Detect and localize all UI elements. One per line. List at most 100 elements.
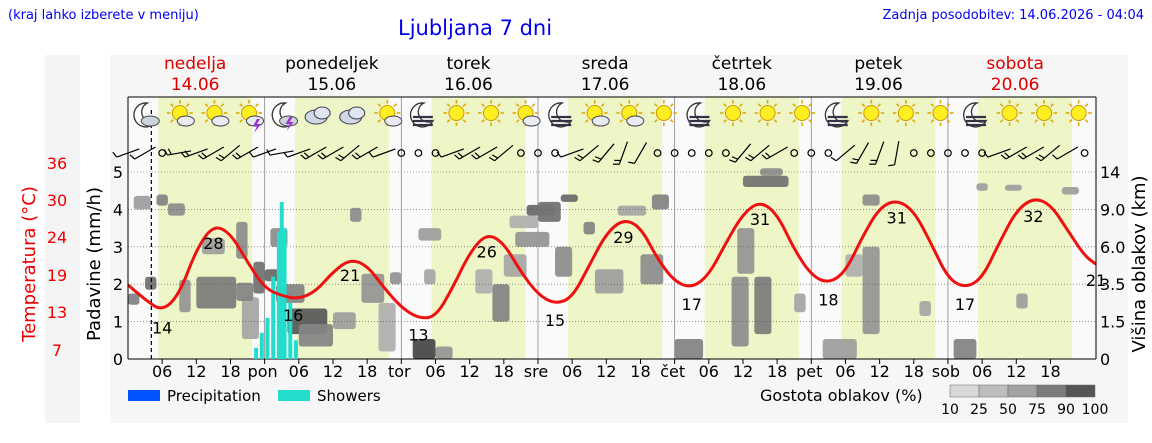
- shower-bar: [259, 332, 264, 359]
- sun-icon: [1065, 100, 1092, 126]
- temperature-label: 26: [477, 242, 497, 261]
- wind-calm: [397, 149, 406, 157]
- x-day-tick-label: sob: [932, 362, 960, 381]
- wind-barb: [197, 146, 225, 160]
- moon-partly-cloudy-icon: [133, 102, 160, 128]
- shower-bar: [293, 340, 298, 359]
- x-hour-tick-label: 06: [972, 362, 992, 381]
- update-timestamp: Zadnja posodobitev: 14.06.2026 - 04:04: [882, 8, 1144, 23]
- wind-barb: [556, 148, 584, 158]
- x-day-tick-label: pet: [796, 362, 822, 381]
- cloud-block: [145, 276, 157, 290]
- x-day-tick-label: tor: [388, 362, 411, 381]
- cloud-block: [241, 297, 259, 340]
- sun-cloud-icon: [201, 100, 230, 127]
- x-hour-tick-label: 18: [904, 362, 924, 381]
- shower-bar: [279, 201, 284, 359]
- temp-tick-label: 19: [47, 266, 67, 285]
- temperature-label: 13: [408, 325, 428, 344]
- wind-calm: [534, 149, 542, 157]
- cloud-density-step-label: 90: [1057, 402, 1075, 418]
- sun-cloud-icon: [374, 100, 403, 127]
- wind-calm: [926, 149, 935, 157]
- cloud-density-legend-title: Gostota oblakov (%): [760, 386, 923, 405]
- cloud-block: [760, 168, 783, 176]
- sun-icon: [858, 100, 885, 126]
- x-day-tick-label: sre: [524, 362, 548, 381]
- cloud-block: [196, 276, 237, 309]
- wind-barb: [129, 146, 156, 160]
- cloud-density-step-label: 10: [941, 402, 959, 418]
- wind-calm: [158, 149, 167, 157]
- wind-barb: [283, 148, 311, 158]
- day-name: sreda: [582, 54, 629, 74]
- wind-barb: [454, 146, 481, 160]
- wind-calm: [944, 149, 952, 157]
- wind-barb: [574, 144, 599, 162]
- wind-barb: [180, 148, 208, 158]
- wind-calm: [670, 149, 679, 157]
- cloud-block: [617, 205, 647, 216]
- x-hour-tick-label: 12: [323, 362, 343, 381]
- wind-calm: [909, 149, 918, 157]
- cloud-block: [412, 339, 436, 359]
- cloud-density-swatch: [1065, 384, 1096, 398]
- cloud-block: [378, 302, 396, 352]
- legend-swatch: [278, 390, 310, 401]
- cloud-block: [361, 273, 385, 303]
- x-hour-tick-label: 18: [220, 362, 240, 381]
- wind-barb: [248, 148, 277, 158]
- cloud-block: [1004, 184, 1022, 191]
- wind-barb: [317, 146, 344, 160]
- temp-tick-label: 36: [47, 154, 67, 173]
- cloud-block: [435, 346, 453, 359]
- legend-label: Showers: [317, 387, 381, 405]
- cloud-block: [919, 301, 931, 316]
- day-date: 18.06: [717, 75, 766, 95]
- cloud-block: [862, 246, 880, 335]
- cloud-block: [128, 293, 140, 305]
- temp-axis-label: Temperatura (°C): [19, 186, 40, 343]
- wind-barb: [232, 146, 259, 160]
- cloud-block: [537, 201, 561, 222]
- cloud-density-step-label: 75: [1028, 402, 1046, 418]
- shower-bar: [265, 317, 270, 359]
- wind-calm: [961, 149, 969, 157]
- temperature-line: [127, 198, 1097, 320]
- wind-barb: [351, 146, 378, 160]
- temperature-label: 29: [613, 228, 633, 247]
- x-hour-tick-label: 06: [289, 362, 309, 381]
- wind-barb: [163, 148, 192, 156]
- wind-barb: [612, 141, 629, 165]
- sun-cloud-icon: [581, 100, 610, 127]
- precip-axis-label: Padavine (mm/h): [84, 187, 105, 341]
- x-day-tick-label: pon: [248, 362, 278, 381]
- temp-tick-label: 24: [47, 228, 67, 247]
- legend-swatch: [128, 390, 160, 401]
- cloud-block: [674, 339, 704, 359]
- wind-calm: [721, 149, 730, 157]
- cloud-density-swatch: [978, 384, 1009, 398]
- cloud-block: [424, 269, 436, 285]
- cloud-block: [389, 272, 402, 285]
- x-hour-tick-label: 12: [186, 362, 206, 381]
- cloud-block: [651, 194, 669, 210]
- temperature-label: 16: [283, 306, 303, 325]
- cloud-block: [976, 183, 988, 191]
- sun-cloud-icon: [616, 100, 645, 127]
- wind-barb: [1052, 146, 1079, 160]
- day-date: 14.06: [171, 75, 220, 95]
- cloud-block: [1061, 186, 1079, 195]
- cloud-height-tick-label: 0: [1100, 350, 1110, 369]
- wind-barb: [1035, 144, 1061, 162]
- x-hour-tick-label: 12: [596, 362, 616, 381]
- x-hour-tick-label: 06: [562, 362, 582, 381]
- cloud-block: [560, 194, 578, 202]
- temperature-label: 15: [545, 311, 565, 330]
- precip-tick-label: 5: [113, 163, 123, 182]
- x-hour-tick-label: 06: [425, 362, 445, 381]
- wind-barb: [266, 149, 294, 156]
- cloud-block: [640, 254, 664, 285]
- cloud-block: [332, 312, 356, 330]
